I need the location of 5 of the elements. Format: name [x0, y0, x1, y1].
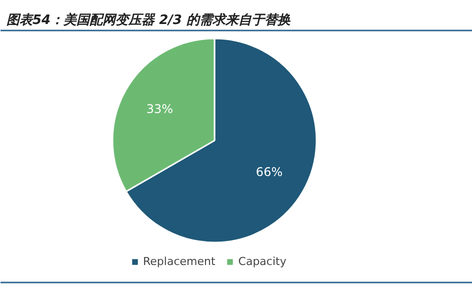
data-label: 33% [146, 102, 174, 116]
chart-title: 图表54：美国配网变压器 2/3 的需求来自于替换 [6, 12, 292, 28]
legend-label: Capacity [238, 255, 286, 268]
data-label: 66% [256, 165, 283, 180]
legend-label: Replacement [143, 255, 216, 268]
